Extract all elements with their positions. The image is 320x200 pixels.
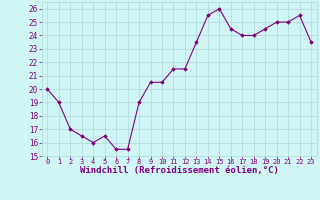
X-axis label: Windchill (Refroidissement éolien,°C): Windchill (Refroidissement éolien,°C) [80, 166, 279, 175]
